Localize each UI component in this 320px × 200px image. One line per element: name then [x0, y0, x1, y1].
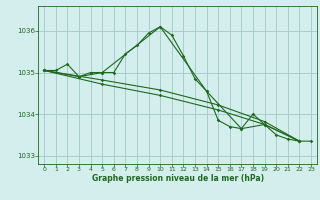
X-axis label: Graphe pression niveau de la mer (hPa): Graphe pression niveau de la mer (hPa) [92, 174, 264, 183]
